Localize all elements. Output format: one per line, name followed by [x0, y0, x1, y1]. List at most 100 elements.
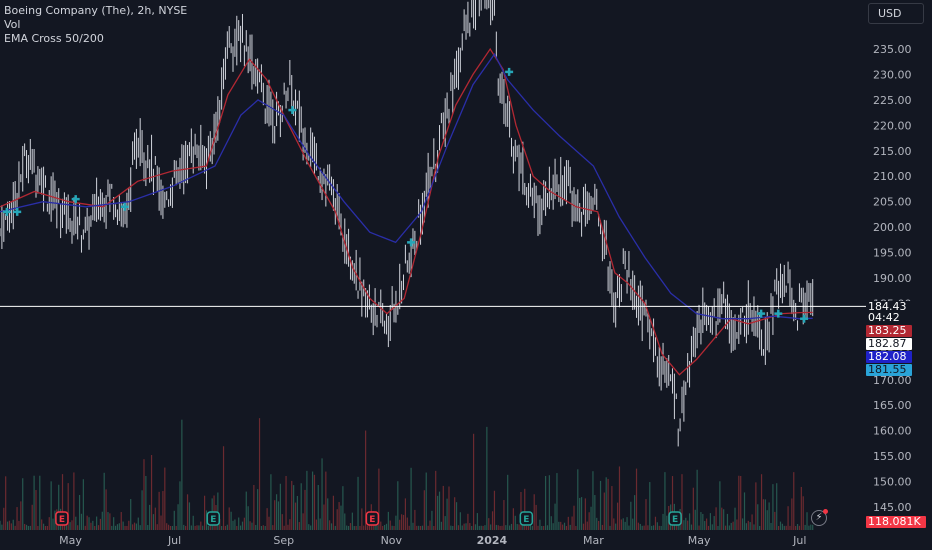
volume-bar [279, 483, 281, 530]
volume-bar [319, 518, 321, 530]
volume-bar [613, 518, 615, 530]
volume-bar [787, 506, 789, 530]
volume-bar [651, 525, 653, 530]
volume-bar [145, 475, 147, 530]
volume-bar [35, 490, 37, 530]
volume-bar [594, 495, 596, 530]
volume-bar [452, 525, 454, 530]
volume-bar [543, 525, 545, 530]
open-price-tag: 182.87 [866, 338, 912, 350]
volume-bar [393, 525, 395, 530]
cross-marker [71, 195, 80, 204]
volume-bar [463, 523, 465, 530]
symbol-title[interactable]: Boeing Company (The), 2h, NYSE [4, 4, 188, 17]
volume-bar [717, 525, 719, 530]
volume-bar [645, 499, 647, 530]
ema-50-line [0, 47, 813, 376]
volume-bar [325, 471, 327, 530]
volume-bar [404, 498, 407, 530]
volume-bar [330, 523, 333, 530]
volume-bar [524, 488, 526, 530]
volume-bar [615, 523, 617, 530]
earnings-badge[interactable]: E [206, 511, 221, 526]
volume-bar [715, 507, 717, 530]
volume-bar [478, 525, 480, 530]
volume-bar [721, 507, 723, 530]
volume-bar [658, 525, 660, 530]
volume-bar [48, 517, 50, 530]
volume-bar [33, 475, 35, 530]
volume-bar [497, 525, 499, 530]
volume-indicator-label[interactable]: Vol [4, 18, 21, 31]
volume-bar [406, 517, 408, 530]
earnings-badge-frame [365, 511, 380, 526]
currency-button[interactable]: USD [868, 3, 924, 24]
volume-bar [327, 498, 329, 530]
volume-bar [128, 520, 130, 530]
volume-bar [99, 518, 102, 530]
volume-bar [183, 524, 185, 530]
earnings-badge[interactable]: E [519, 511, 534, 526]
volume-bar [94, 525, 96, 530]
volume-bar [626, 517, 628, 530]
lightning-icon[interactable]: ⚡ [811, 509, 828, 526]
volume-bar [82, 479, 84, 530]
volume-bar [368, 523, 371, 530]
volume-bar [113, 517, 115, 530]
volume-bar [251, 522, 253, 530]
volume-bar [529, 524, 532, 530]
notification-dot [823, 509, 828, 514]
volume-bar [567, 516, 569, 530]
earnings-badge[interactable]: E [55, 511, 69, 526]
earnings-badge-frame [55, 511, 69, 526]
earnings-badge[interactable]: E [365, 511, 380, 526]
volume-bar [556, 473, 558, 530]
volume-bar [39, 475, 41, 530]
cross-marker [800, 314, 809, 323]
volume-bar [274, 500, 276, 530]
volume-bar [78, 494, 81, 530]
volume-bar [490, 524, 492, 530]
volume-bar [652, 525, 655, 530]
volume-bar [41, 519, 43, 530]
earnings-badge-label: E [59, 515, 65, 525]
volume-bar [505, 525, 507, 530]
cross-markers [2, 67, 809, 323]
volume-bar [440, 521, 442, 530]
volume-bar [520, 491, 522, 530]
earnings-badge[interactable]: E [668, 511, 682, 526]
volume-bar [412, 522, 414, 530]
volume-bar [618, 466, 621, 530]
volume-bar [579, 497, 581, 530]
volume-bar [323, 504, 325, 530]
volume-bar [302, 513, 304, 530]
volume-bar [0, 520, 1, 530]
volume-bar [526, 525, 528, 530]
volume-bar [812, 524, 814, 530]
volume-bar [135, 523, 137, 530]
volume-bar [531, 525, 533, 530]
volume-bar [300, 483, 302, 530]
volume-bar [425, 472, 427, 530]
volume-bar [257, 489, 259, 530]
volume-bar [738, 475, 740, 530]
volume-bar [772, 484, 774, 530]
volume-bar [554, 503, 556, 530]
volume-bar [493, 490, 496, 530]
volume-bar [169, 525, 172, 530]
volume-bar [723, 509, 725, 530]
volume-bar [677, 525, 679, 530]
price-tick-label: 210.00 [873, 170, 912, 183]
volume-bar [681, 474, 683, 530]
volume-bar [346, 525, 348, 530]
ema-indicator-label[interactable]: EMA Cross 50/200 [4, 32, 104, 45]
earnings-badge-label: E [672, 515, 678, 525]
price-tick-label: 230.00 [873, 68, 912, 81]
volume-bar [73, 472, 75, 530]
volume-bar [437, 495, 439, 530]
volume-bar [395, 515, 397, 530]
volume-bar [58, 484, 60, 530]
